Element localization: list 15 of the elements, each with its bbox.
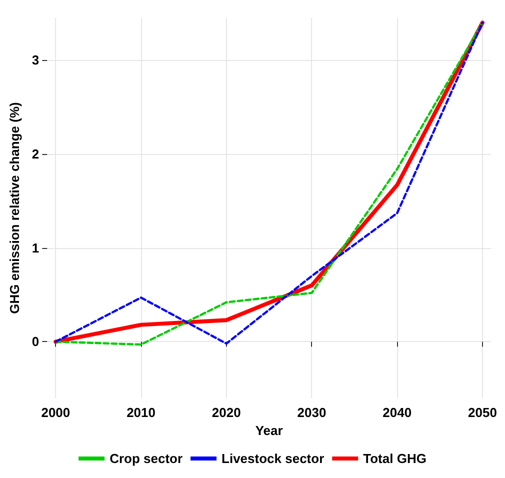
x-tick-label: 2050	[468, 405, 497, 420]
legend-label: Total GHG	[363, 451, 426, 466]
y-axis-title: GHG emission relative change (%)	[7, 102, 22, 314]
x-axis-title: Year	[255, 422, 283, 438]
legend-label: Crop sector	[110, 451, 183, 466]
y-tick-label: 1	[32, 240, 40, 256]
x-tick-label: 2030	[297, 405, 326, 420]
x-tick-label: 2010	[126, 405, 156, 420]
y-tick-label: 3	[32, 52, 40, 68]
legend-label: Livestock sector	[222, 451, 324, 466]
y-tick-label: 0	[32, 334, 40, 350]
x-tick-label: 2020	[212, 405, 241, 420]
y-tick-label: 2	[32, 146, 40, 162]
x-tick-label: 2000	[41, 405, 70, 420]
x-tick-label: 2040	[382, 405, 412, 420]
